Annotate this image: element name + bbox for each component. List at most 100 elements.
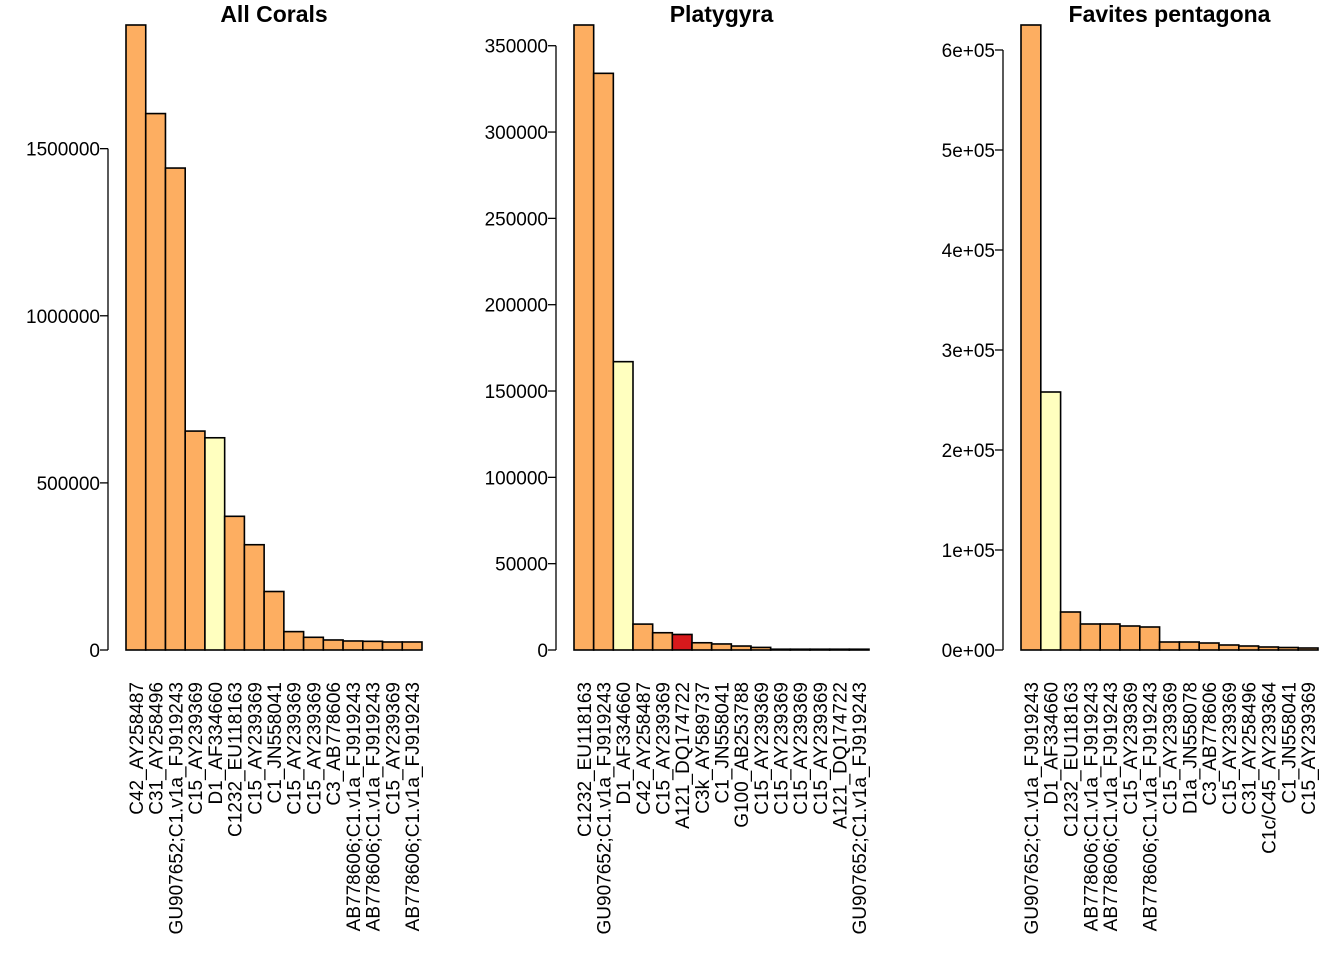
panel-title: All Corals xyxy=(220,1,327,27)
bar xyxy=(322,639,344,651)
category-label: C15_AY239369 xyxy=(1121,682,1142,815)
y-tick-label: 6e+05 xyxy=(942,41,995,62)
bar xyxy=(848,648,870,651)
bar xyxy=(125,24,147,651)
bar xyxy=(342,640,364,651)
category-label: GU907652;C1.v1a_FJ919243 xyxy=(595,682,616,934)
category-label: C1c/C45_AY239364 xyxy=(1260,682,1281,854)
bar xyxy=(1079,623,1102,651)
y-tick-label: 300000 xyxy=(485,123,548,144)
category-label: GU907652;C1.v1a_FJ919243 xyxy=(850,682,871,934)
bar xyxy=(204,436,226,651)
bar xyxy=(1119,625,1141,651)
bar xyxy=(573,24,595,651)
category-label: C1232_EU118163 xyxy=(226,682,247,837)
bar xyxy=(1059,611,1082,651)
bar xyxy=(632,623,654,651)
bar xyxy=(381,641,404,651)
bar xyxy=(1099,623,1121,651)
category-label: C15_AY239369 xyxy=(752,682,773,815)
category-label: C31_AY258496 xyxy=(147,682,168,815)
category-label: C42_AY258487 xyxy=(634,682,655,815)
category-label: C31_AY258496 xyxy=(1240,682,1261,815)
category-label: D1_AF334660 xyxy=(206,682,227,805)
category-label: GU907652;C1.v1a_FJ919243 xyxy=(1022,682,1043,934)
bar xyxy=(1297,647,1319,651)
category-label: C1_JN558041 xyxy=(713,682,734,803)
y-tick-label: 0 xyxy=(537,641,548,662)
panel-3: Favites pentagona 0e+00 1e+05 2e+05 3e+05 4e+… xyxy=(942,1,1320,934)
bar xyxy=(691,641,713,651)
category-label: D1a_JN558078 xyxy=(1180,682,1201,814)
category-label: C15_AY239369 xyxy=(304,682,325,815)
category-label: AB778606;C1.v1a_FJ919243 xyxy=(344,682,365,931)
bar xyxy=(263,590,285,651)
y-tick-label: 4e+05 xyxy=(942,241,995,262)
bar xyxy=(144,112,167,651)
category-label: AB778606;C1.v1a_FJ919243 xyxy=(403,682,424,931)
category-label: C1_JN558041 xyxy=(265,682,286,803)
category-label: C15_AY239369 xyxy=(383,682,404,815)
category-label: C3_AB778606 xyxy=(324,682,345,806)
category-label: GU907652;C1.v1a_FJ919243 xyxy=(166,682,187,934)
category-label: C3_AB778606 xyxy=(1200,682,1221,806)
y-tick-label: 100000 xyxy=(485,468,548,489)
bar xyxy=(1238,645,1260,651)
category-label: C15_AY239369 xyxy=(791,682,812,815)
category-label: C15_AY239369 xyxy=(285,682,306,815)
bar xyxy=(1277,646,1300,651)
y-tick-label: 0e+00 xyxy=(942,641,995,662)
bar xyxy=(361,640,384,651)
category-label: A121_DQ174722 xyxy=(831,682,852,829)
panel-title: Favites pentagona xyxy=(1069,1,1271,27)
bar xyxy=(710,643,733,651)
y-tick-label: 5e+05 xyxy=(942,141,995,162)
category-label: D1_AF334660 xyxy=(1042,682,1063,805)
y-tick-label: 200000 xyxy=(485,296,548,317)
bar xyxy=(750,646,772,651)
bar xyxy=(243,543,265,651)
category-label: C15_AY239369 xyxy=(186,682,207,815)
y-tick-label: 2e+05 xyxy=(942,441,995,462)
y-tick-label: 250000 xyxy=(485,209,548,230)
category-label: A121_DQ174722 xyxy=(673,682,694,829)
category-label: C15_AY239369 xyxy=(1220,682,1241,815)
category-label: C42_AY258487 xyxy=(127,682,148,815)
category-label: AB778606;C1.v1a_FJ919243 xyxy=(1081,682,1102,931)
bar xyxy=(223,515,246,651)
bar xyxy=(671,633,693,651)
category-label: C15_AY239369 xyxy=(811,682,832,815)
bar xyxy=(302,636,325,651)
bar xyxy=(1020,24,1042,651)
bar xyxy=(1257,646,1280,651)
bar xyxy=(789,648,811,651)
y-tick-label: 3e+05 xyxy=(942,341,995,362)
bar xyxy=(401,641,423,651)
bar xyxy=(184,430,206,651)
category-label: C1_JN558041 xyxy=(1279,682,1300,803)
category-label: C15_AY239369 xyxy=(654,682,675,815)
panel-2: Platygyra 0 50000 100000 150000 200000 250000 3… xyxy=(485,1,872,934)
bar xyxy=(1040,391,1062,651)
bar xyxy=(809,648,831,651)
bar xyxy=(1158,641,1181,651)
bar xyxy=(730,645,752,651)
y-tick-label: 1e+05 xyxy=(942,541,995,562)
bar xyxy=(164,167,187,651)
y-tick-label: 1000000 xyxy=(26,307,100,328)
y-tick-label: 150000 xyxy=(485,382,548,403)
bar xyxy=(1139,626,1161,651)
bar xyxy=(1218,644,1240,651)
category-label: D1_AF334660 xyxy=(614,682,635,805)
category-label: C15_AY239369 xyxy=(772,682,793,815)
bar xyxy=(1178,641,1201,651)
category-label: G100_AB253788 xyxy=(732,682,753,828)
category-label: AB778606;C1.v1a_FJ919243 xyxy=(1101,682,1122,931)
category-label: C15_AY239369 xyxy=(1161,682,1182,815)
bar xyxy=(651,631,674,651)
panel-1: All Corals 0 500000 1000000 1500000 C42_AY258… xyxy=(26,1,424,934)
category-label: AB778606;C1.v1a_FJ919243 xyxy=(364,682,385,931)
category-label: C1232_EU118163 xyxy=(575,682,596,837)
bar xyxy=(828,648,851,651)
